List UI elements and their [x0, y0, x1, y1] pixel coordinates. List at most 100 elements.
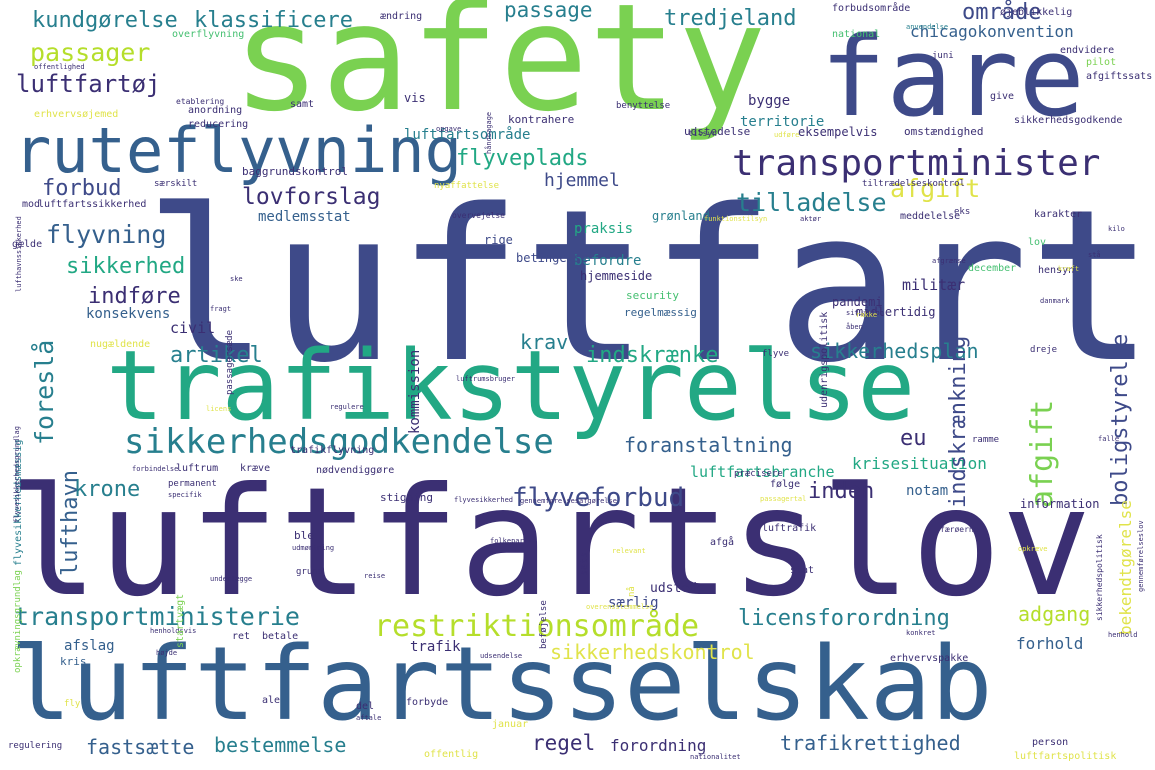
word-fare: fare — [820, 13, 1085, 141]
word-falle: falle — [1098, 435, 1120, 443]
word-flyveplads: tilladelse — [736, 188, 887, 217]
word-rakke: rakke — [856, 311, 878, 319]
word-hjemmeside: hjemmeside — [580, 269, 653, 283]
word-dreje: dreje — [1030, 345, 1058, 355]
word-overensstemmelse: overensstemmelse — [586, 603, 654, 611]
word-forbyde: forbyde — [406, 697, 449, 708]
word-trafikrettighed: trafikrettighed — [780, 731, 961, 755]
word-startvaegt: startvægt — [175, 593, 186, 648]
word-krisesituation: krisesituation — [852, 454, 987, 473]
word-udsendelse: udsendelse — [480, 652, 523, 660]
word-overflyvning: overflyvning — [172, 29, 245, 40]
word-baggrundskontrol: baggrundskontrol — [242, 165, 348, 178]
word-national: national — [832, 29, 881, 40]
word-luftfartspolitisk: luftfartspolitisk — [1014, 751, 1117, 762]
word-permanent: permanent — [168, 479, 217, 489]
word-rige: rige — [484, 233, 513, 247]
word-december: december — [968, 263, 1017, 274]
word-kilo: kilo — [1108, 225, 1125, 233]
word-trafik: trafik — [410, 639, 461, 655]
word-sikkerhedsplan: sikkerhedsplan — [810, 339, 979, 363]
word-indskraenke: indskrænke — [586, 343, 719, 368]
word-afgaa: afgå — [710, 537, 735, 548]
word-forordning: forordning — [610, 736, 707, 755]
word-kris: kris — [60, 655, 87, 668]
word-omstaendighed: omstændighed — [904, 125, 984, 138]
word-eksempelvis: eksempelvis — [798, 125, 878, 139]
word-pandemi: pandemi — [832, 295, 883, 309]
word-eu: eu — [900, 426, 927, 451]
word-etablering: etablering — [176, 97, 225, 106]
word-militaer: militær — [902, 276, 966, 294]
word-notam: notam — [906, 483, 949, 499]
word-praksis: praksis — [574, 221, 634, 237]
word-befordre: befordre — [574, 253, 642, 269]
word-tilladelse: afgift — [890, 174, 981, 203]
word-finde: finde — [490, 587, 512, 595]
word-flyve: flyve — [762, 349, 790, 359]
word-trafikstyrelse: trafikstyrelse — [106, 330, 916, 442]
word-konkret: konkret — [906, 629, 936, 637]
word-regel: regel — [532, 731, 596, 755]
word-folkeparti: folkeparti — [490, 537, 533, 545]
word-noedvendiggoere: nødvendiggøre — [316, 465, 395, 476]
word-offentlighed: offentlighed — [34, 63, 85, 71]
word-gennemfoerelsesafgoerelse: gennemførelsesafgørelse — [520, 497, 617, 505]
word-saerlig: særlig — [608, 595, 659, 611]
word-regulering: regulering — [8, 741, 63, 751]
word-bestemmelse: bestemmelse — [214, 733, 347, 757]
word-forbindelse: forbindelse — [132, 465, 179, 473]
word-erhvervsoejemed: erhvervsøjemed — [34, 109, 119, 120]
word-ruteflyvning: ruteflyvning — [14, 114, 462, 187]
word-lufthavn: lufthavn — [58, 470, 83, 576]
word-vis: vis — [404, 91, 426, 105]
word-flyvesikkerhedsgrundlag: flyvesikkerhedsgrundlag — [13, 426, 21, 523]
word-udstedelse: udstedelse — [684, 125, 751, 138]
word-groenland: grønland — [652, 209, 710, 223]
word-bygge: bygge — [748, 93, 791, 109]
word-krav: krav — [520, 330, 569, 354]
word-overvejelse: overvejelse — [452, 211, 505, 220]
word-foranstaltning: foranstaltning — [624, 433, 793, 457]
word-benyttelse: benyttelse — [616, 101, 671, 111]
word-fragt: fragt — [210, 305, 232, 313]
word-aendring: ændring — [380, 11, 423, 22]
word-aftale: aftale — [356, 714, 382, 722]
word-nyaffattelse: nyaffattelse — [434, 181, 500, 191]
word-bekendtgoerelse: bekendtgørelse — [1116, 500, 1135, 635]
word-reise: reise — [364, 572, 386, 580]
word-krone: krone — [74, 477, 141, 502]
word-sikkerhedsgodkendelse: sikkerhedsgodkendelse — [124, 422, 554, 462]
word-specifik: specifik — [168, 491, 202, 499]
word-ble: ble — [294, 529, 314, 542]
word-luftfart: luftfart — [143, 164, 1155, 409]
word-erhvervspakke: erhvervspakke — [890, 653, 969, 664]
word-nugaeldende: nugældende — [90, 339, 151, 350]
word-omraade: område — [962, 0, 1042, 25]
word-aaben: åben — [846, 323, 863, 331]
word-pilot: pilot — [1086, 57, 1117, 68]
word-konsekvens: konsekvens — [86, 306, 171, 322]
word-meddelelse: meddelelse — [900, 211, 961, 222]
word-henhold: henhold — [1108, 631, 1138, 639]
word-danmark: danmark — [1040, 297, 1070, 305]
word-betingelse: betingelse — [516, 251, 589, 265]
word-hensyn: hensyn — [1038, 265, 1075, 276]
word-luftrumsbruger: luftrumsbruger — [456, 375, 516, 383]
word-hoejde: højde — [156, 649, 178, 657]
word-transportministerie: transportministerie — [14, 602, 300, 631]
word-luftfartslov: luftfartslov — [8, 456, 1092, 630]
word-restriktionsomraade: restriktionsområde — [374, 609, 700, 644]
word-henholdsvis: henholdsvis — [150, 627, 197, 635]
word-adgang: adgang — [1018, 602, 1091, 626]
word-kraeve: kræve — [240, 463, 271, 474]
word-juni: juni — [932, 51, 954, 61]
word-saerskilt: særskilt — [154, 179, 198, 189]
word-relevant: relevant — [612, 547, 646, 555]
word-karakter: karakter — [1034, 209, 1083, 220]
word-ske: ske — [230, 275, 243, 283]
word-afgift-rot: afgift — [1025, 399, 1060, 508]
word-dansk: boligstyrelse — [1108, 333, 1133, 506]
word-del: del — [356, 701, 375, 712]
